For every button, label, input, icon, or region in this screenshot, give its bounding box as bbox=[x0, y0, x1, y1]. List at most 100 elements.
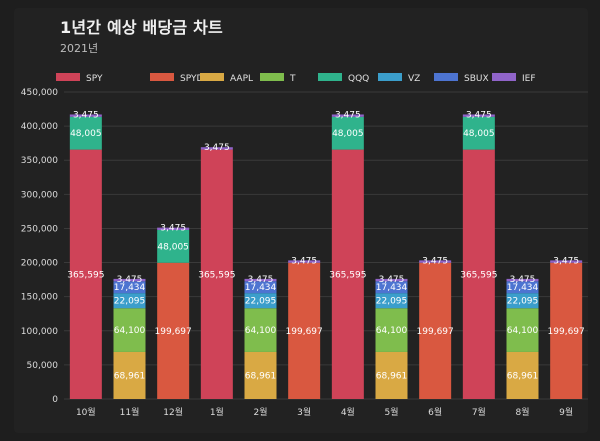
bar-segment-spy[interactable] bbox=[331, 149, 364, 399]
legend-swatch-aapl[interactable] bbox=[200, 73, 224, 81]
bar-segment-ief[interactable] bbox=[550, 260, 583, 263]
bar-segment-ief[interactable] bbox=[200, 147, 233, 150]
legend-label-spy[interactable]: SPY bbox=[86, 74, 103, 84]
bar-segment-t[interactable] bbox=[506, 308, 539, 352]
bar-segment-ief[interactable] bbox=[244, 278, 277, 282]
x-tick-label: 5월 bbox=[384, 406, 398, 418]
bar-segment-t[interactable] bbox=[113, 308, 146, 352]
bar-segment-vz[interactable] bbox=[113, 293, 146, 309]
data-label: 365,595 bbox=[329, 270, 366, 280]
bar-segment-spy[interactable] bbox=[200, 149, 233, 399]
data-label: 48,005 bbox=[463, 129, 495, 139]
bar-segment-aapl[interactable] bbox=[375, 351, 408, 399]
x-tick-label: 2월 bbox=[253, 406, 267, 418]
bar-segment-spyd[interactable] bbox=[419, 262, 452, 399]
data-label: 3,475 bbox=[117, 275, 143, 285]
data-label: 3,475 bbox=[466, 110, 492, 120]
bar-segment-qqq[interactable] bbox=[157, 230, 190, 263]
bar-segment-aapl[interactable] bbox=[506, 351, 539, 399]
bar-segment-sbux[interactable] bbox=[113, 281, 146, 294]
data-label: 64,100 bbox=[114, 326, 146, 336]
bar-segment-ief[interactable] bbox=[288, 260, 321, 263]
x-tick-label: 1월 bbox=[210, 406, 224, 418]
legend-label-aapl[interactable]: AAPL bbox=[230, 74, 253, 84]
legend-swatch-spy[interactable] bbox=[56, 73, 80, 81]
bar-segment-spy[interactable] bbox=[69, 149, 102, 399]
bar-segment-t[interactable] bbox=[244, 308, 277, 352]
x-tick-label: 3월 bbox=[297, 406, 311, 418]
data-label: 17,434 bbox=[245, 283, 277, 293]
legend: SPY SPYD AAPL T QQQ VZ SBUX IEF bbox=[56, 73, 536, 84]
y-tick-label: 50,000 bbox=[27, 361, 59, 371]
bar-segment-aapl[interactable] bbox=[113, 351, 146, 399]
data-label: 3,475 bbox=[379, 275, 405, 285]
data-label: 17,434 bbox=[507, 283, 539, 293]
data-labels: 365,595 48,005 3,475 68,961 64,100 22,095 17,4… bbox=[67, 110, 585, 381]
y-axis: 0 50,000 100,000 150,000 200,000 250,000 300,0… bbox=[21, 88, 58, 405]
gridlines bbox=[64, 91, 588, 400]
y-tick-label: 400,000 bbox=[21, 122, 58, 132]
bar-segment-t[interactable] bbox=[375, 308, 408, 352]
bar-segment-spy[interactable] bbox=[462, 149, 495, 399]
bar-segment-vz[interactable] bbox=[506, 293, 539, 309]
bar-segment-qqq[interactable] bbox=[462, 116, 495, 150]
x-tick-label: 9월 bbox=[559, 406, 573, 418]
legend-label-sbux[interactable]: SBUX bbox=[464, 74, 489, 84]
bar-segment-ief[interactable] bbox=[331, 114, 364, 117]
legend-label-vz[interactable]: VZ bbox=[408, 74, 420, 84]
bar-segment-ief[interactable] bbox=[157, 227, 190, 231]
legend-swatch-vz[interactable] bbox=[378, 73, 402, 81]
bar-segment-vz[interactable] bbox=[244, 293, 277, 309]
legend-swatch-sbux[interactable] bbox=[434, 73, 458, 81]
bar-segment-ief[interactable] bbox=[113, 278, 146, 282]
data-label: 48,005 bbox=[70, 129, 102, 139]
data-label: 17,434 bbox=[376, 283, 408, 293]
y-tick-label: 350,000 bbox=[21, 156, 58, 166]
data-label: 22,095 bbox=[114, 297, 146, 307]
bar-segment-qqq[interactable] bbox=[69, 116, 102, 150]
data-label: 365,595 bbox=[460, 270, 497, 280]
data-label: 68,961 bbox=[376, 371, 408, 381]
data-label: 3,475 bbox=[422, 256, 448, 266]
bars bbox=[69, 114, 583, 399]
legend-swatch-spyd[interactable] bbox=[150, 73, 174, 81]
data-label: 365,595 bbox=[198, 270, 235, 280]
legend-label-ief[interactable]: IEF bbox=[522, 74, 536, 84]
x-tick-label: 4월 bbox=[341, 406, 355, 418]
data-label: 3,475 bbox=[510, 275, 536, 285]
bar-segment-spyd[interactable] bbox=[550, 262, 583, 399]
bar-segment-aapl[interactable] bbox=[244, 351, 277, 399]
legend-swatch-ief[interactable] bbox=[492, 73, 516, 81]
legend-swatch-t[interactable] bbox=[260, 73, 284, 81]
data-label: 3,475 bbox=[291, 256, 317, 266]
bar-segment-ief[interactable] bbox=[419, 260, 452, 263]
x-axis: 10월 11월 12월 1월 2월 3월 4월 5월 6월 7월 8월 9월 bbox=[76, 406, 573, 418]
y-tick-label: 300,000 bbox=[21, 190, 58, 200]
data-label: 48,005 bbox=[157, 242, 189, 252]
data-label: 3,475 bbox=[335, 110, 361, 120]
legend-label-t[interactable]: T bbox=[289, 74, 296, 84]
x-tick-label: 8월 bbox=[515, 406, 529, 418]
x-tick-label: 6월 bbox=[428, 406, 442, 418]
bar-segment-sbux[interactable] bbox=[375, 281, 408, 294]
legend-swatch-qqq[interactable] bbox=[318, 73, 342, 81]
bar-segment-qqq[interactable] bbox=[331, 116, 364, 150]
bar-segment-ief[interactable] bbox=[462, 114, 495, 117]
data-label: 199,697 bbox=[417, 327, 454, 337]
bar-segment-ief[interactable] bbox=[375, 278, 408, 282]
bar-segment-sbux[interactable] bbox=[244, 281, 277, 294]
chart-subtitle: 2021년 bbox=[60, 42, 99, 55]
legend-label-qqq[interactable]: QQQ bbox=[348, 74, 369, 84]
bar-segment-ief[interactable] bbox=[69, 114, 102, 117]
data-label: 68,961 bbox=[507, 371, 539, 381]
bar-segment-spyd[interactable] bbox=[157, 262, 190, 399]
data-label: 3,475 bbox=[73, 110, 99, 120]
x-tick-label: 7월 bbox=[472, 406, 486, 418]
legend-label-spyd[interactable]: SPYD bbox=[180, 74, 203, 84]
bar-segment-spyd[interactable] bbox=[288, 262, 321, 399]
bar-segment-vz[interactable] bbox=[375, 293, 408, 309]
bar-segment-sbux[interactable] bbox=[506, 281, 539, 294]
bar-segment-ief[interactable] bbox=[506, 278, 539, 282]
